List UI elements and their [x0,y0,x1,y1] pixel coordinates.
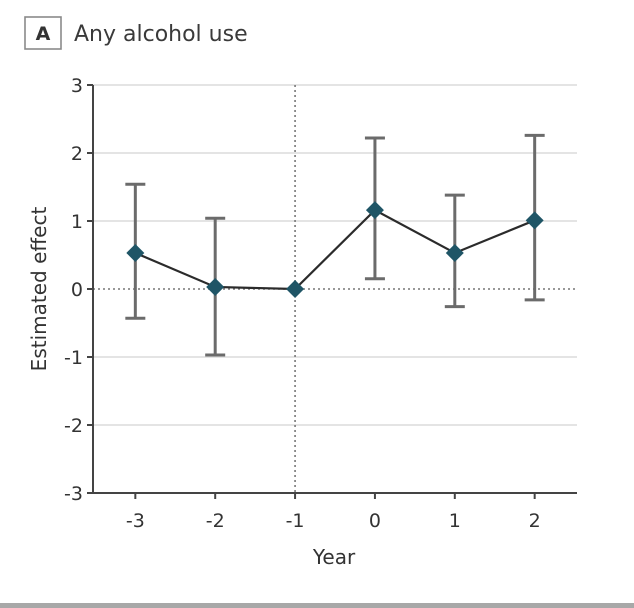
x-tick-label: 0 [369,510,381,532]
x-tick-label: -1 [286,510,305,532]
markers [126,201,544,298]
diamond-marker [365,201,384,220]
diamond-marker [525,211,544,230]
y-tick-labels: 3 2 1 0 -1 -2 -3 [64,75,83,505]
diamond-marker [286,280,305,298]
panel-title: Any alcohol use [74,22,248,47]
reference-lines [93,85,577,493]
y-tick-label: -2 [64,415,83,437]
y-tick-label: 2 [71,143,83,165]
y-tick-label: 0 [71,279,83,301]
error-bars [125,133,545,357]
series-line [134,208,536,291]
y-tick-label: -1 [64,347,83,369]
diamond-marker [126,243,145,262]
y-tick-label: 3 [71,75,83,97]
x-tick-label: 2 [529,510,541,532]
x-tick-labels: -3 -2 -1 0 1 2 [126,510,541,532]
y-axis-label: Estimated effect [27,207,51,372]
diamond-marker [445,243,464,262]
y-tick-label: 1 [71,211,83,233]
y-tick-label: -3 [64,483,83,505]
gridlines [93,84,577,426]
panel-letter-box [24,16,62,50]
x-tick-label: 1 [449,510,461,532]
x-axis-label: Year [312,545,356,569]
bottom-divider [0,603,634,608]
axes [87,84,577,499]
x-tick-label: -2 [206,510,225,532]
panel-letter: A [36,23,51,45]
panel-header: A Any alcohol use [24,16,248,50]
x-tick-label: -3 [126,510,145,532]
series-polyline [134,208,536,291]
diamond-marker [206,277,225,296]
